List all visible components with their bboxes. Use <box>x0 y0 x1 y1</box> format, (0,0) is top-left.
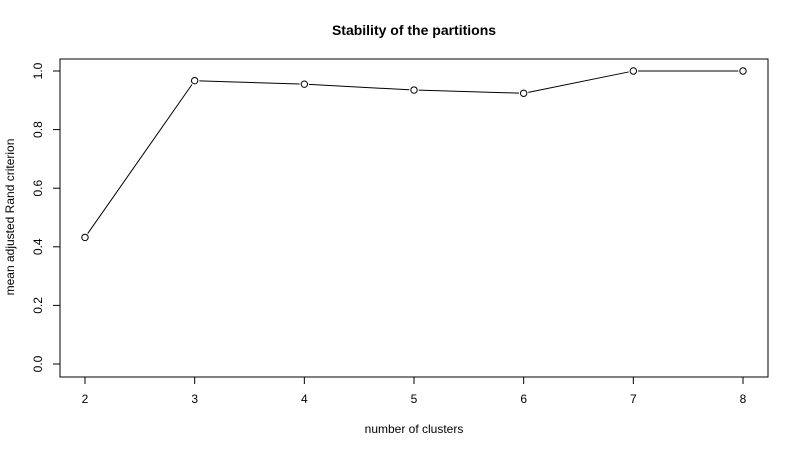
x-tick-label: 2 <box>82 392 89 406</box>
y-axis-label: mean adjusted Rand criterion <box>3 139 17 296</box>
series-line-segment <box>199 80 300 85</box>
y-axis: 0.0 0.2 0.4 0.6 0.8 1.0 <box>31 62 61 372</box>
y-tick-label: 0.0 <box>31 355 45 372</box>
series-line-segment <box>308 83 410 91</box>
x-tick-label: 3 <box>191 392 198 406</box>
x-tick-label: 6 <box>520 392 527 406</box>
y-tick-label: 0.2 <box>31 297 45 314</box>
x-axis-label: number of clusters <box>365 422 464 436</box>
data-point <box>81 233 89 242</box>
y-tick-label: 0.4 <box>31 238 45 255</box>
data-point <box>519 89 528 97</box>
series-line-segment <box>87 84 193 234</box>
x-tick-label: 5 <box>411 392 418 406</box>
data-point <box>739 67 747 75</box>
data-point <box>300 80 309 88</box>
x-tick-label: 4 <box>301 392 308 406</box>
series-line-segment <box>528 71 629 93</box>
series-line-segment <box>418 89 519 94</box>
y-tick-label: 0.6 <box>31 180 45 197</box>
data-point <box>190 76 199 85</box>
y-tick-label: 1.0 <box>31 62 45 79</box>
series-layer <box>81 67 747 242</box>
data-point <box>410 86 418 94</box>
x-tick-label: 7 <box>630 392 637 406</box>
data-point <box>629 67 638 75</box>
plot-area-frame <box>59 58 769 378</box>
y-tick-label: 0.8 <box>31 121 45 138</box>
x-tick-label: 8 <box>740 392 747 406</box>
chart-title: Stability of the partitions <box>332 22 496 38</box>
x-axis: 2 3 4 5 6 7 8 <box>82 376 747 406</box>
